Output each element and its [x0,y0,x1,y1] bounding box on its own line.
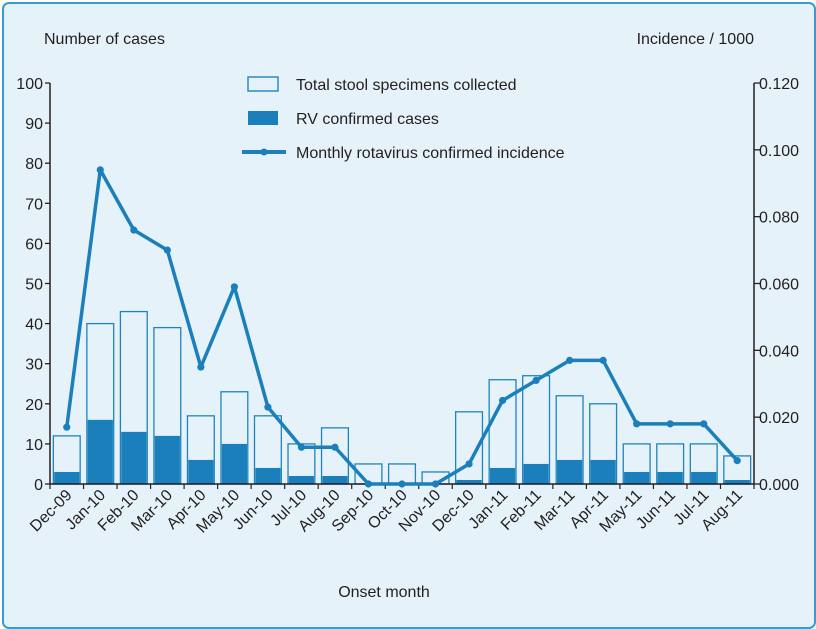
legend-label-total: Total stool specimens collected [296,77,517,94]
bar-rv-aug-11 [724,479,750,484]
y-tick-label-left: 90 [25,116,43,133]
bar-rv-jun-11 [657,471,683,484]
legend-label-rv: RV confirmed cases [296,111,439,128]
bar-rv-may-10 [221,443,247,484]
incidence-point-feb-10 [130,226,138,234]
incidence-point-may-11 [633,420,641,428]
incidence-point-jan-11 [498,396,507,405]
incidence-point-feb-11 [532,376,540,385]
legend-swatch-rv [248,111,278,125]
bar-rv-jan-10 [87,419,113,484]
bars-rv-confirmed [54,419,750,484]
incidence-point-aug-10 [331,443,339,451]
incidence-point-nov-10 [431,480,440,488]
y-tick-label-left: 80 [25,156,43,173]
incidence-point-may-10 [230,283,238,291]
bar-rv-feb-10 [121,431,147,484]
incidence-point-jul-11 [700,420,708,428]
legend-swatch-marker [260,148,268,156]
y-tick-label-right: 0.000 [759,477,799,494]
y-tick-label-left: 70 [25,196,43,213]
legend-swatch-total [247,76,279,92]
incidence-point-jun-11 [666,420,674,428]
incidence-point-dec-10 [465,460,473,468]
y-tick-label-right: 0.080 [759,210,799,227]
bar-rv-jul-10 [288,475,315,484]
bar-rv-apr-10 [188,459,214,484]
legend: Total stool specimens collected RV confi… [242,76,565,162]
bar-rv-dec-09 [54,471,80,484]
y-tick-label-left: 30 [25,357,43,374]
bar-rv-mar-10 [154,435,180,484]
x-axis-title: Onset month [338,584,430,601]
incidence-point-aug-11 [733,457,741,465]
y-tick-label-right: 0.060 [759,277,799,294]
bar-rv-aug-10 [322,475,348,484]
bar-rv-feb-11 [523,463,549,484]
incidence-line-layer [63,166,741,488]
incidence-point-sep-10 [364,480,373,488]
bar-rv-jan-11 [489,467,516,484]
y-tick-label-left: 50 [25,277,43,294]
y-axis-title-left: Number of cases [44,31,165,48]
incidence-point-apr-10 [197,363,205,371]
incidence-point-jul-10 [297,443,306,451]
y-tick-label-right: 0.100 [759,143,799,160]
legend-label-incidence: Monthly rotavirus confirmed incidence [296,145,565,162]
incidence-point-dec-09 [63,423,71,431]
chart-canvas: 0 10 20 30 40 50 60 70 80 90 100 0.000 0.020 0.040 0.0… [16,31,799,601]
y-tick-label-right: 0.120 [759,76,799,93]
y-tick-label-left: 60 [25,236,43,253]
bar-rv-mar-11 [557,459,583,484]
y-tick-label-left: 100 [16,76,43,93]
y-tick-label-left: 10 [25,437,43,454]
incidence-point-jan-10 [96,166,104,174]
bar-rv-may-11 [624,471,650,484]
incidence-point-mar-11 [566,356,574,364]
y-axis-title-right: Incidence / 1000 [637,31,755,48]
bar-rv-apr-11 [590,459,616,484]
axes [45,82,760,489]
y-tick-label-right: 0.020 [759,410,799,427]
bar-rv-jul-11 [691,471,717,484]
incidence-point-oct-10 [398,480,406,488]
incidence-point-jun-10 [264,403,272,411]
incidence-point-mar-10 [163,246,171,254]
bar-rv-dec-10 [456,479,482,484]
y-tick-label-left: 0 [34,477,43,494]
incidence-point-apr-11 [599,356,607,364]
bar-rv-jun-10 [255,467,281,484]
y-tick-label-left: 20 [25,397,43,414]
y-tick-label-right: 0.040 [759,343,799,360]
y-tick-label-left: 40 [25,317,43,334]
